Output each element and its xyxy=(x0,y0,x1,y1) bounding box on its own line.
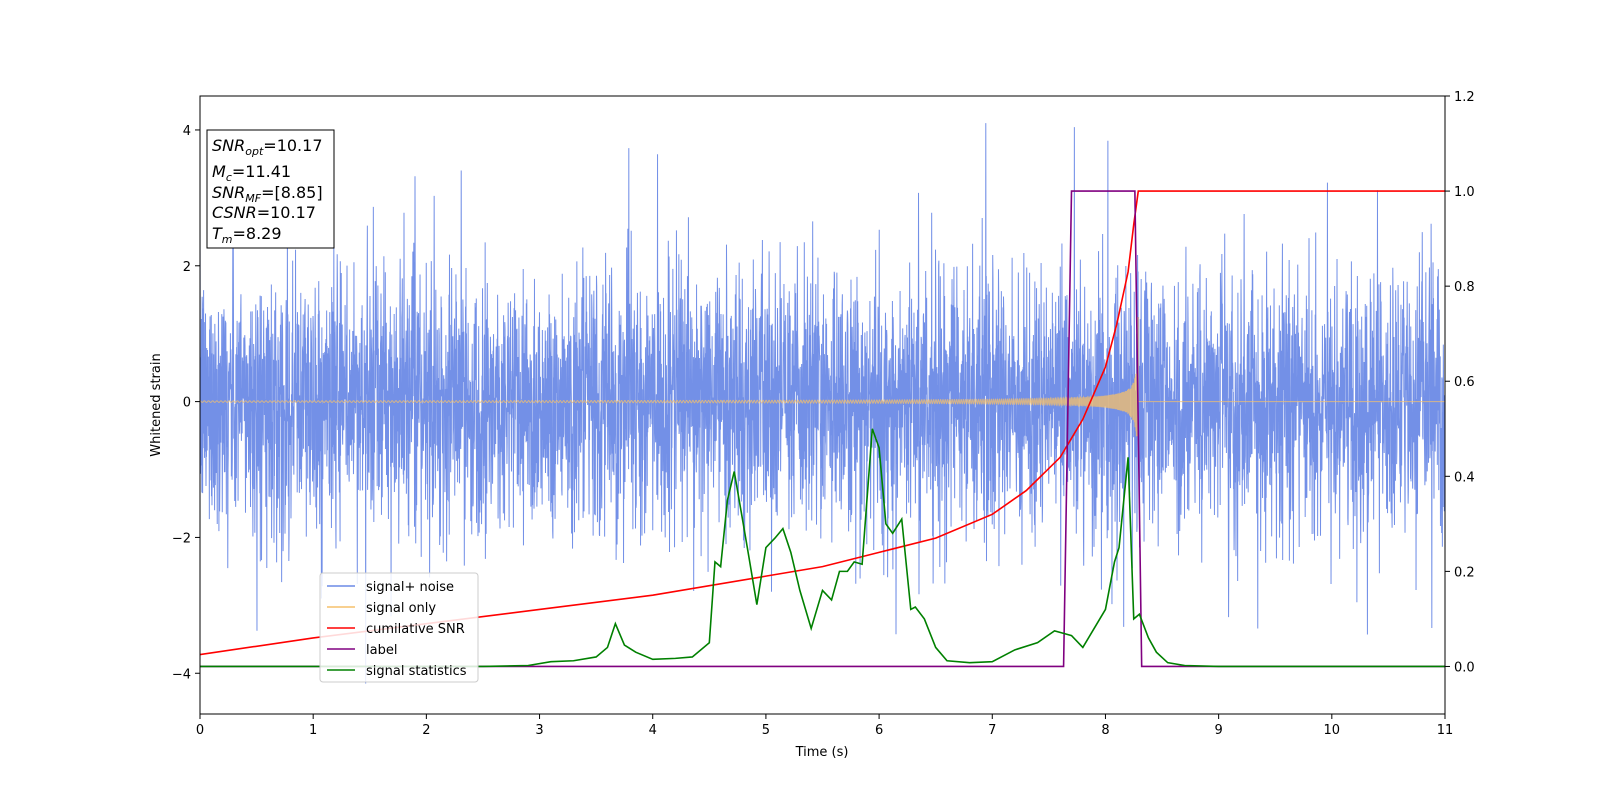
series-cumilative-snr-line xyxy=(200,190,1445,656)
x-tick-label: 4 xyxy=(649,723,657,738)
legend-label: signal only xyxy=(366,601,436,616)
y-right-tick-label: 0.6 xyxy=(1454,375,1475,390)
annotation-frame xyxy=(206,129,335,249)
plot-area xyxy=(200,123,1445,684)
csnr-text: CSNR=10.17 xyxy=(212,203,316,222)
x-axis: 0 1 2 3 4 5 6 7 8 9 10 11 xyxy=(196,714,1453,738)
series-signal-statistics-line xyxy=(200,428,1445,668)
snr-mf-text: SNRMF=[8.85] xyxy=(212,183,323,205)
x-tick-label: 8 xyxy=(1101,723,1109,738)
y-right-tick-label: 0.2 xyxy=(1454,565,1475,580)
y-left-tick-label: 4 xyxy=(183,124,191,139)
parameter-annotation-box: SNRopt=10.17 Mc=11.41 SNRMF=[8.85] CSNR=… xyxy=(206,129,335,249)
y-right-tick-label: 1.2 xyxy=(1454,90,1475,105)
snr-opt-text: SNRopt=10.17 xyxy=(212,136,323,158)
y-left-tick-label: 0 xyxy=(183,396,191,411)
x-tick-label: 7 xyxy=(988,723,996,738)
legend-label: cumilative SNR xyxy=(366,622,465,637)
y-right-tick-label: 0.0 xyxy=(1454,660,1475,675)
x-tick-label: 9 xyxy=(1214,723,1222,738)
x-tick-label: 5 xyxy=(762,723,770,738)
x-tick-label: 11 xyxy=(1437,723,1454,738)
y-left-tick-label: −4 xyxy=(172,667,191,682)
legend: signal+ noise signal only cumilative SNR la… xyxy=(319,572,479,683)
x-tick-label: 2 xyxy=(422,723,430,738)
y-left-tick-label: −2 xyxy=(172,531,191,546)
y-left-tick-label: 2 xyxy=(183,260,191,275)
y-right-tick-label: 0.8 xyxy=(1454,280,1475,295)
legend-label: signal statistics xyxy=(366,664,467,679)
series-signal-only-line xyxy=(200,317,1445,437)
x-axis-label: Time (s) xyxy=(795,745,849,760)
x-tick-label: 6 xyxy=(875,723,883,738)
x-tick-label: 10 xyxy=(1324,723,1341,738)
y-right-tick-label: 0.4 xyxy=(1454,470,1475,485)
y-axis-right: 0.0 0.2 0.4 0.6 0.8 1.0 1.2 xyxy=(1445,90,1475,675)
legend-label: label xyxy=(366,643,397,658)
y-axis-label: Whitened strain xyxy=(149,353,164,456)
y-axis-left: −4 −2 0 2 4 xyxy=(172,124,200,682)
x-tick-label: 1 xyxy=(309,723,317,738)
x-tick-label: 3 xyxy=(535,723,543,738)
x-tick-label: 0 xyxy=(196,723,204,738)
chirp-mass-text: Mc=11.41 xyxy=(212,162,291,184)
legend-frame xyxy=(319,572,479,683)
merger-time-text: Tm=8.29 xyxy=(212,224,282,246)
axes-frame xyxy=(199,95,1446,715)
series-signal-noise-line xyxy=(200,123,1445,684)
y-right-tick-label: 1.0 xyxy=(1454,185,1475,200)
legend-label: signal+ noise xyxy=(366,580,454,595)
